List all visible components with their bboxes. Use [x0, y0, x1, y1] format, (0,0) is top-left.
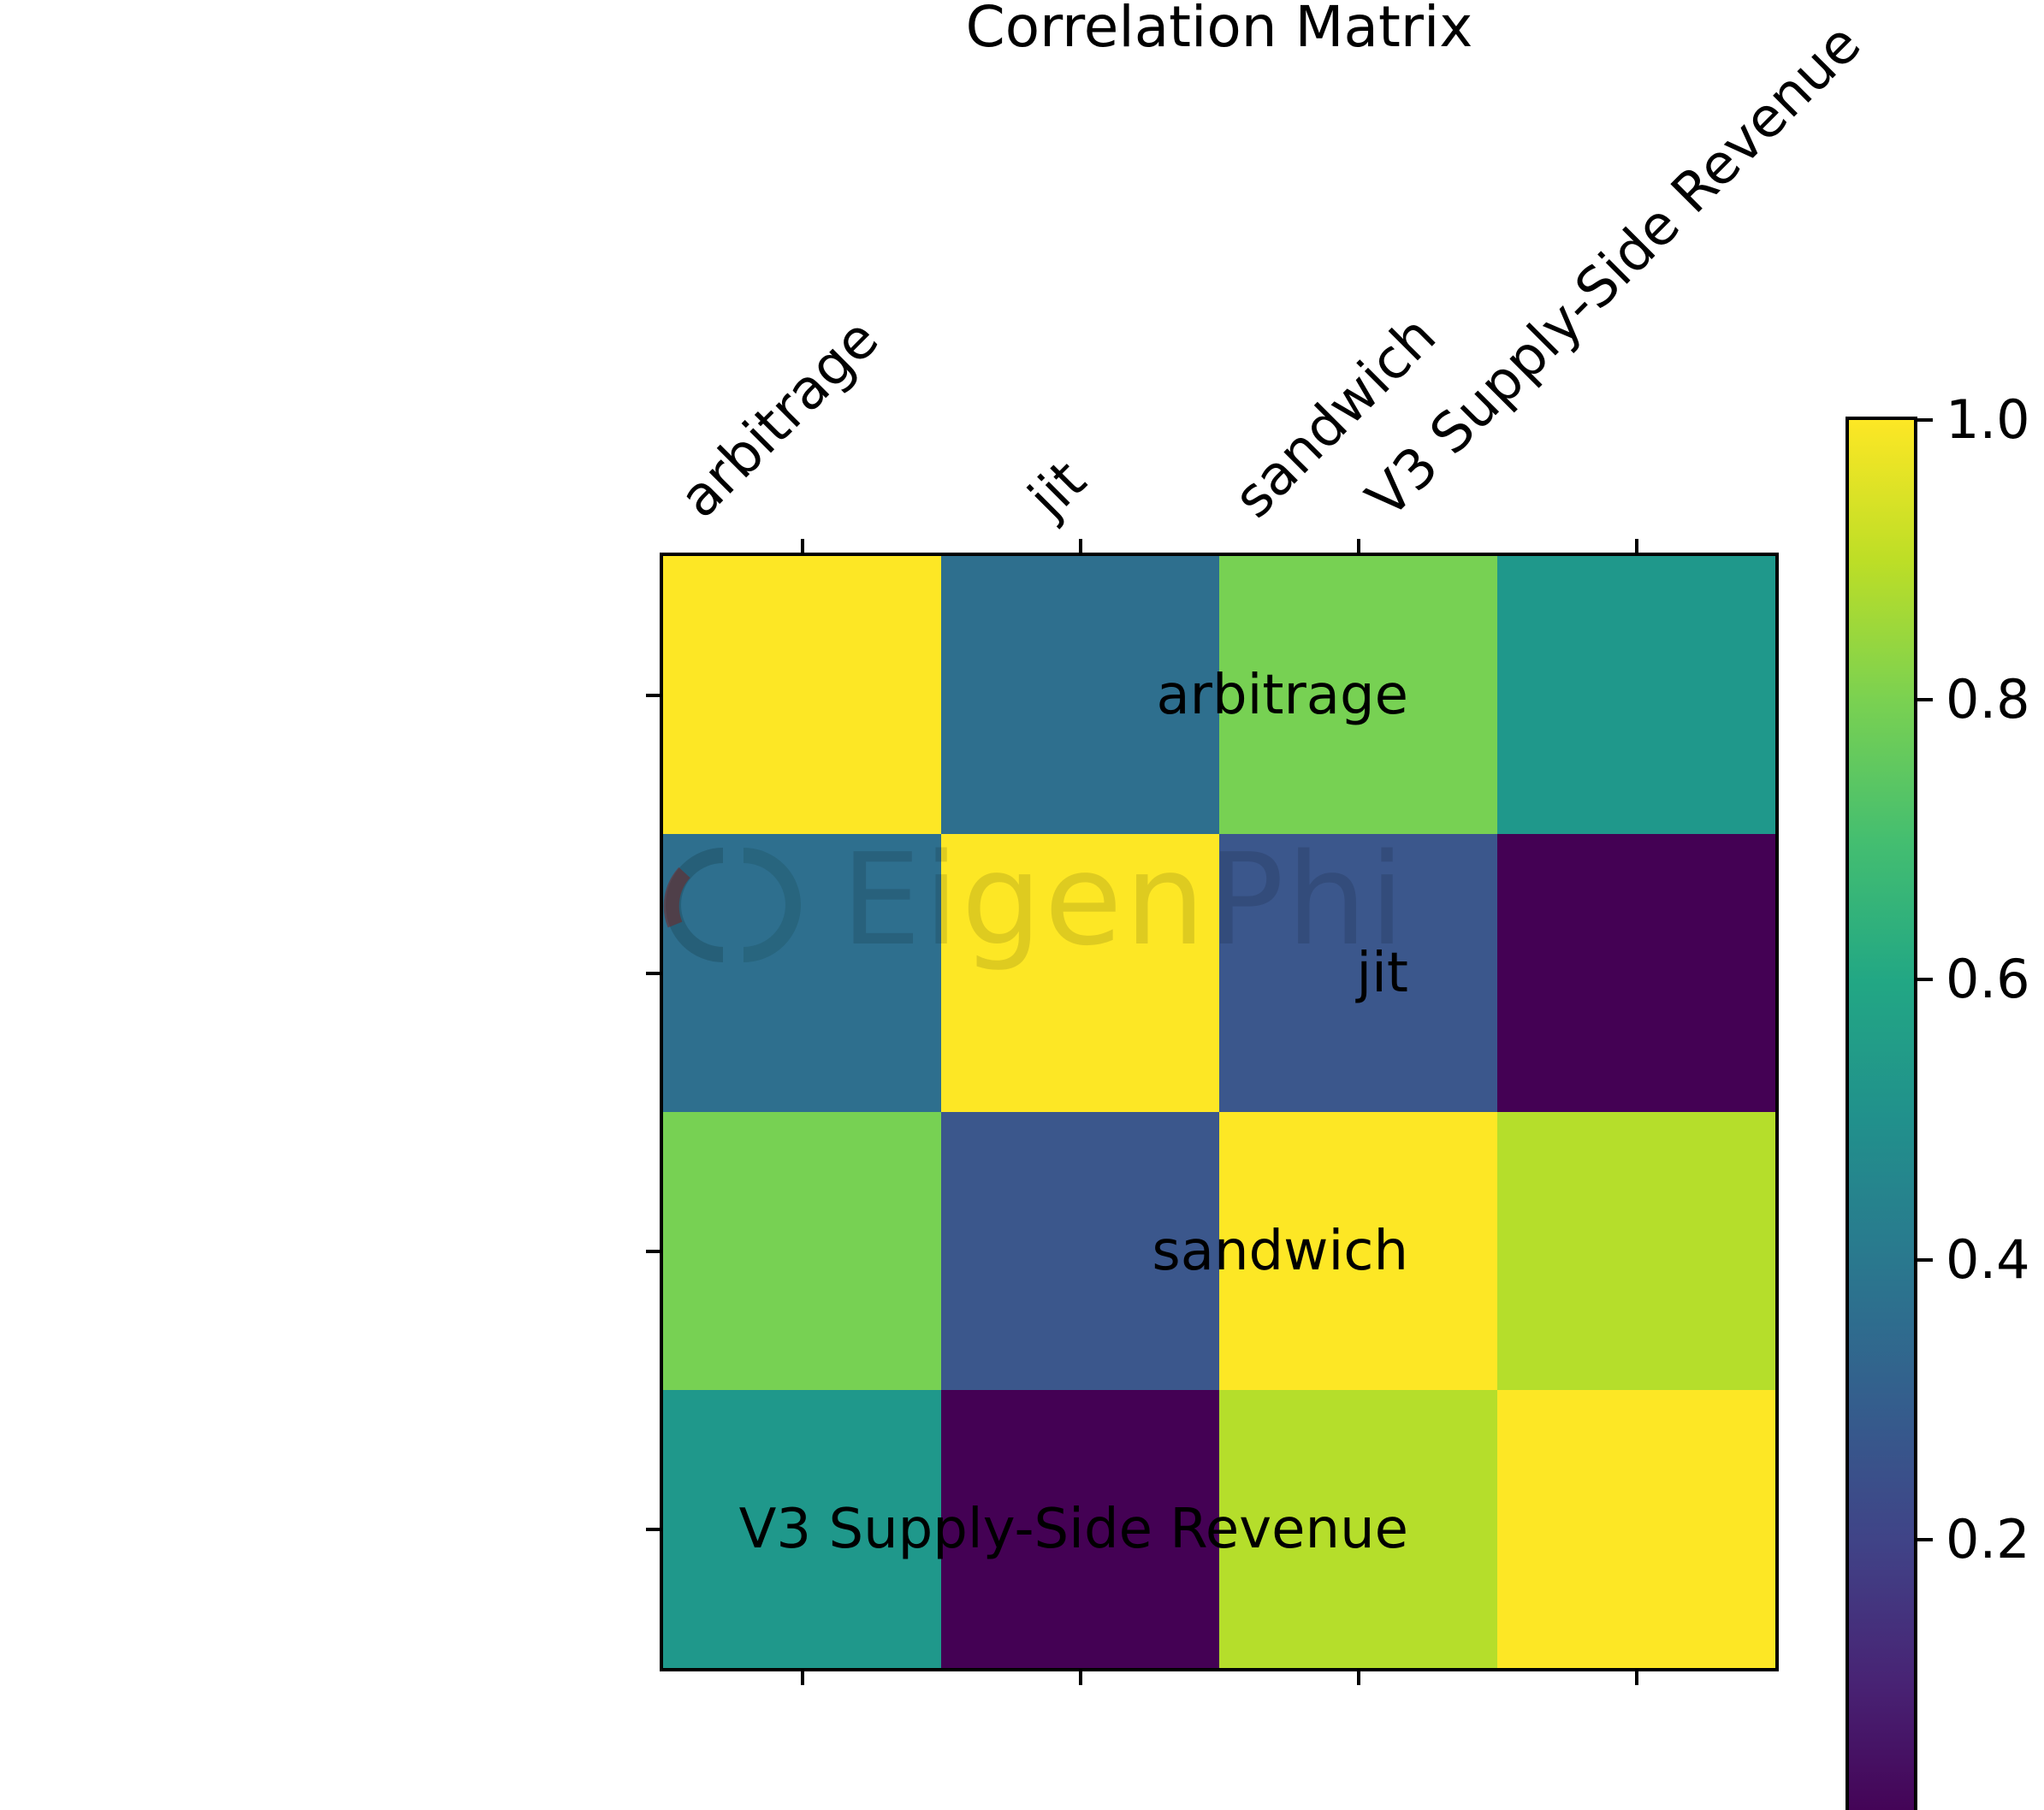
x-axis-label: jit	[1016, 448, 1099, 530]
x-axis-label: arbitrage	[667, 307, 892, 530]
colorbar-tick	[1917, 978, 1933, 982]
heatmap-cell	[941, 1390, 1219, 1668]
x-bottom-tick	[800, 1670, 804, 1685]
x-top-tick	[1078, 539, 1082, 554]
colorbar-tick	[1917, 418, 1933, 422]
y-axis-label: V3 Supply-Side Revenue	[738, 1497, 1408, 1561]
x-top-tick	[800, 539, 804, 554]
y-left-tick	[646, 1527, 661, 1531]
heatmap-cell	[1219, 556, 1497, 834]
colorbar-tick	[1917, 698, 1933, 702]
colorbar-tick	[1917, 1537, 1933, 1541]
x-axis-label: V3 Supply-Side Revenue	[1354, 12, 1874, 531]
y-axis-label: arbitrage	[1156, 663, 1408, 727]
heatmap-cell	[1497, 1390, 1775, 1668]
heatmap-cell	[663, 1390, 941, 1668]
colorbar-tick-label: 0.4	[1946, 1227, 2030, 1291]
y-left-tick	[646, 693, 661, 697]
heatmap-cell	[663, 556, 941, 834]
y-axis-label: sandwich	[1152, 1219, 1408, 1283]
colorbar-tick	[1917, 1257, 1933, 1262]
heatmap-cell	[663, 1112, 941, 1390]
heatmap-cell	[1497, 1112, 1775, 1390]
heatmap-cell	[1219, 1390, 1497, 1668]
heatmap-cell	[941, 834, 1219, 1112]
heatmap-cell	[1497, 556, 1775, 834]
x-bottom-tick	[1356, 1670, 1360, 1685]
colorbar-tick-label: 0.2	[1946, 1507, 2030, 1570]
x-top-tick	[1356, 539, 1360, 554]
colorbar-tick-label: 0.8	[1946, 668, 2030, 731]
chart-title: Correlation Matrix	[965, 0, 1473, 60]
heatmap-cell	[1219, 1112, 1497, 1390]
colorbar	[1846, 417, 1917, 1810]
heatmap-grid	[660, 553, 1779, 1671]
y-axis-label: jit	[1356, 941, 1408, 1005]
heatmap-cell	[941, 556, 1219, 834]
x-top-tick	[1634, 539, 1638, 554]
colorbar-tick-label: 1.0	[1946, 388, 2030, 451]
heatmap-cell	[941, 1112, 1219, 1390]
heatmap-cell	[1497, 834, 1775, 1112]
heatmap-cell	[1219, 834, 1497, 1112]
y-left-tick	[646, 971, 661, 975]
x-bottom-tick	[1634, 1670, 1638, 1685]
heatmap-cell	[663, 834, 941, 1112]
x-bottom-tick	[1078, 1670, 1082, 1685]
y-left-tick	[646, 1249, 661, 1253]
colorbar-tick-label: 0.6	[1946, 948, 2030, 1011]
